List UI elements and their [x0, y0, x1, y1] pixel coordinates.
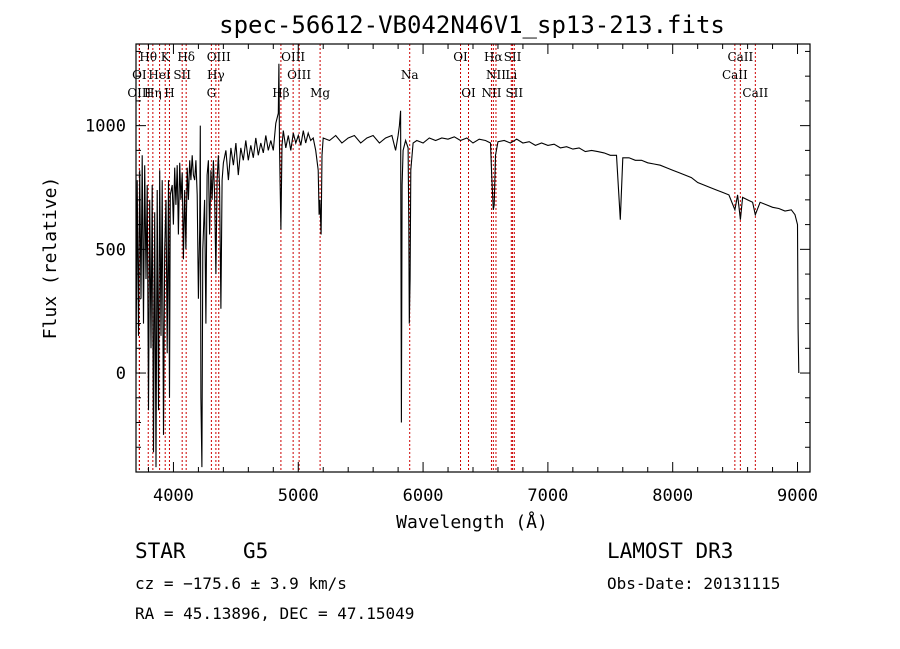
- y-tick-label: 0: [116, 364, 126, 384]
- line-marker-label: K: [161, 50, 171, 64]
- x-tick-label: 6000: [403, 486, 444, 506]
- line-marker-label: OIII: [281, 50, 305, 64]
- line-marker-label: OI: [132, 68, 147, 82]
- redshift-readout: cz = −175.6 ± 3.9 km/s: [135, 574, 347, 593]
- line-marker-label: HeI: [148, 68, 171, 82]
- y-axis-ticks: 0 500 1000: [85, 50, 810, 448]
- line-marker-label: Hη: [144, 86, 162, 100]
- object-class: STAR: [135, 539, 186, 563]
- y-tick-label: 500: [95, 240, 126, 260]
- chart-title: spec-56612-VB042N46V1_sp13-213.fits: [219, 11, 725, 39]
- x-tick-label: 7000: [527, 486, 568, 506]
- x-tick-label: 5000: [278, 486, 319, 506]
- line-marker-label: CaII: [742, 86, 768, 100]
- line-marker-label: H: [164, 86, 174, 100]
- y-tick-label: 1000: [85, 117, 126, 137]
- x-tick-label: 4000: [153, 486, 194, 506]
- line-marker-label: OIII: [207, 50, 231, 64]
- line-marker-label: OI: [453, 50, 468, 64]
- line-marker-label: NII: [486, 68, 506, 82]
- line-marker-label: NII: [481, 86, 501, 100]
- line-marker-label: CaII: [727, 50, 753, 64]
- x-axis-label: Wavelength (Å): [396, 511, 548, 533]
- coordinates-readout: RA = 45.13896, DEC = 47.15049: [135, 604, 415, 623]
- survey-name: LAMOST DR3: [607, 539, 734, 563]
- line-marker-label: Hγ: [207, 68, 225, 82]
- line-marker-label: SII: [505, 86, 523, 100]
- line-marker-label: Hδ: [177, 50, 195, 64]
- line-marker-label: Hθ: [139, 50, 157, 64]
- spectrum-line: [135, 63, 800, 468]
- line-marker-label: Hβ: [272, 86, 289, 100]
- object-subclass: G5: [243, 539, 269, 563]
- line-marker-label: G: [207, 86, 217, 100]
- observation-date: Obs-Date: 20131115: [607, 574, 781, 593]
- line-marker-label: Li: [505, 68, 517, 82]
- line-marker-label: SII: [173, 68, 191, 82]
- line-marker-label: Mg: [310, 86, 330, 100]
- line-marker-label: SII: [504, 50, 522, 64]
- line-marker-label: Hα: [484, 50, 503, 64]
- line-markers: [138, 44, 756, 472]
- plot-frame: [135, 43, 811, 473]
- line-marker-label: OIII: [127, 86, 151, 100]
- line-marker-label: OI: [461, 86, 476, 100]
- line-marker-label: OIII: [287, 68, 311, 82]
- x-axis-ticks: 4000 5000 6000 7000 8000 9000: [147, 44, 818, 506]
- line-marker-label: CaII: [722, 68, 748, 82]
- line-marker-label: Na: [401, 68, 419, 82]
- x-tick-label: 8000: [652, 486, 693, 506]
- y-axis-label: Flux (relative): [40, 177, 61, 340]
- x-tick-label: 9000: [777, 486, 818, 506]
